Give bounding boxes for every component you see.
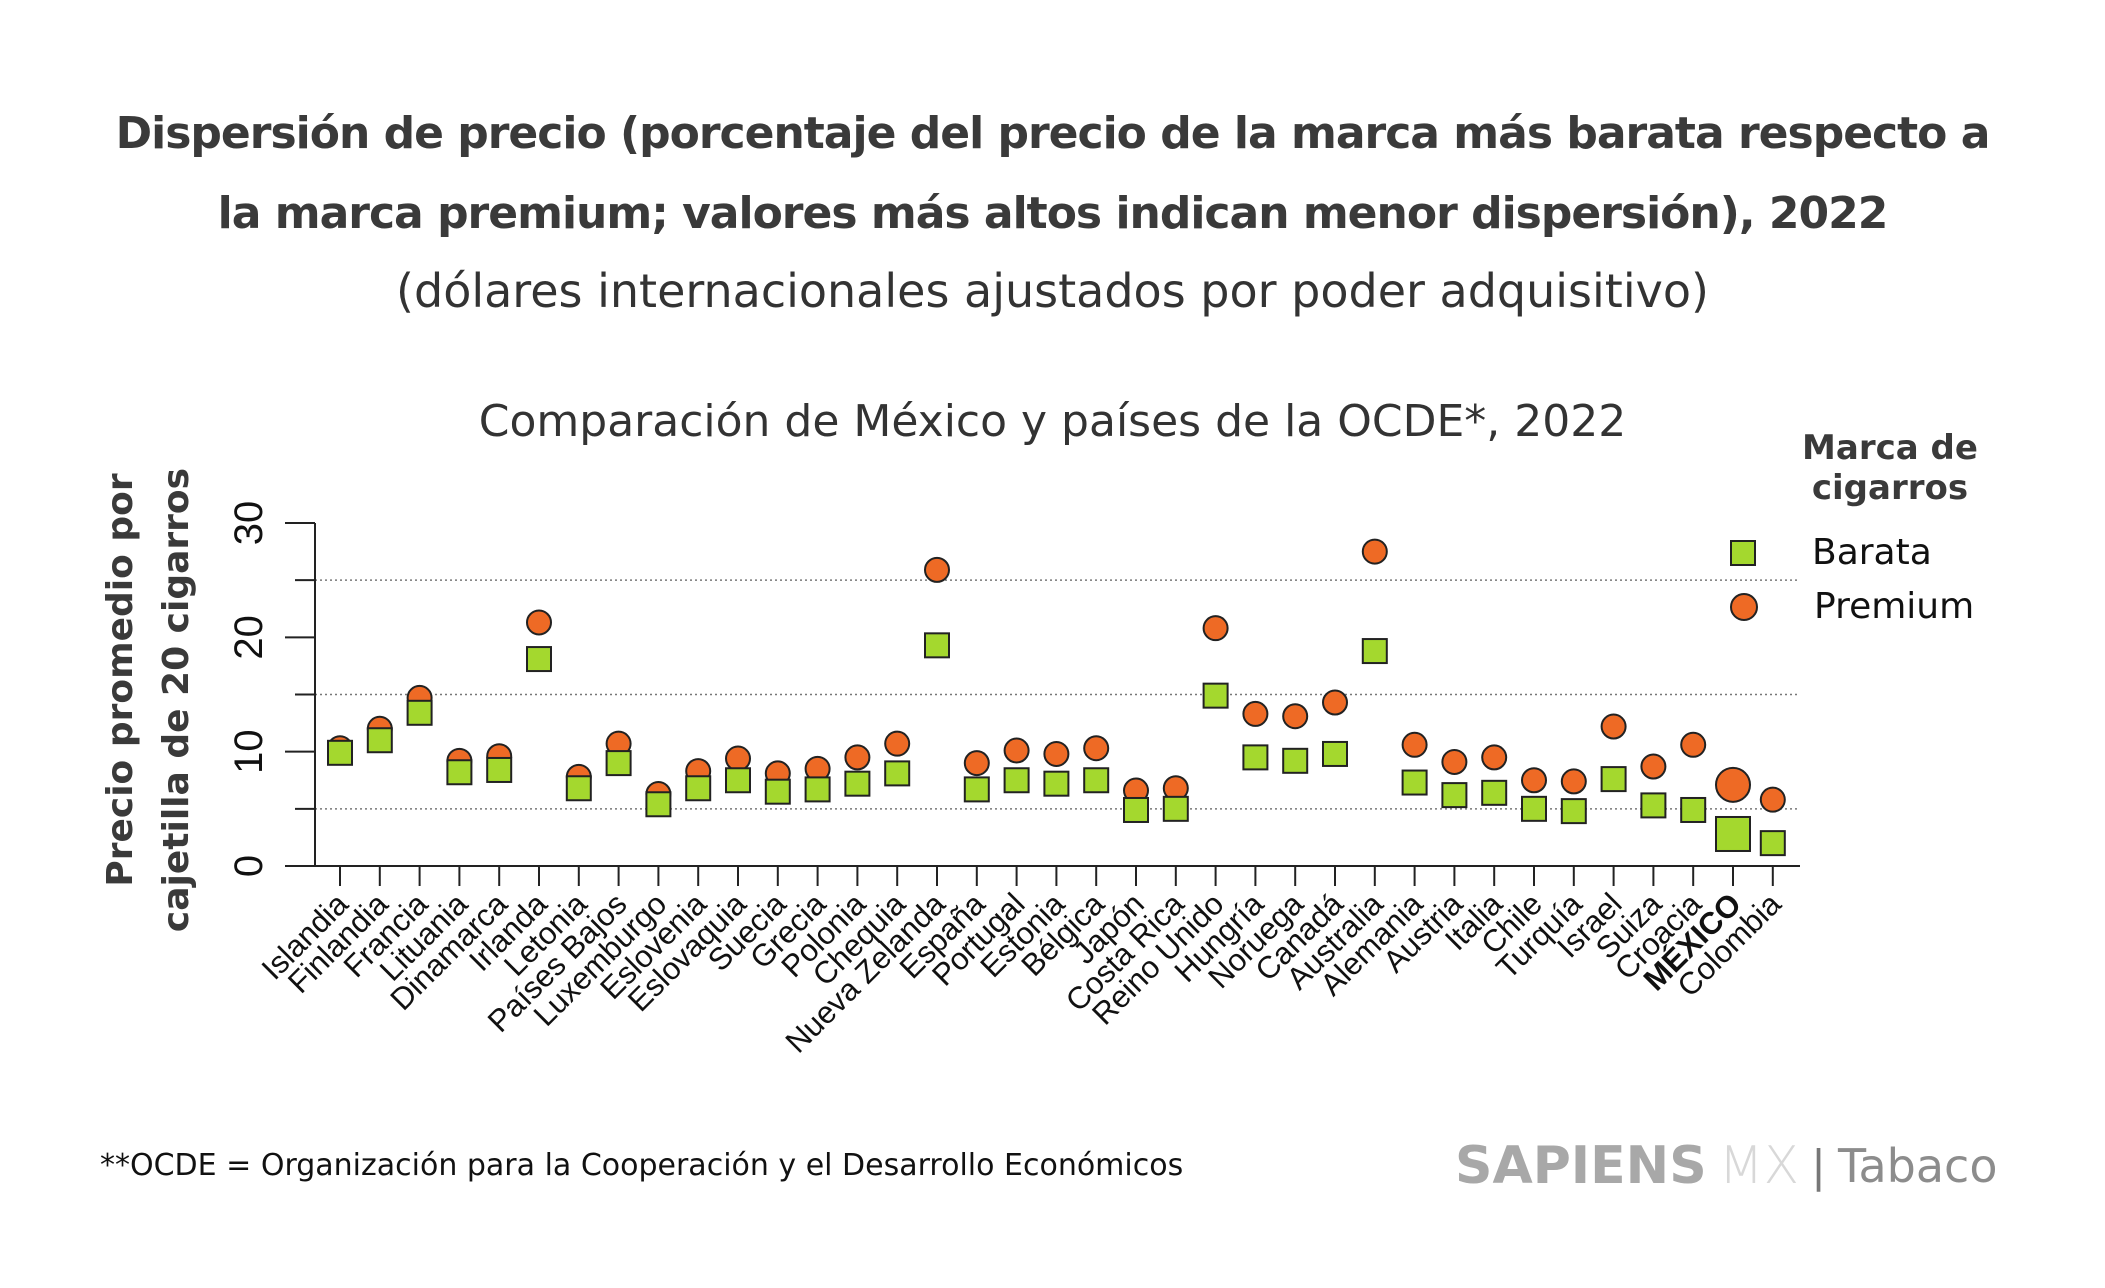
legend-title-line-1: Marca de xyxy=(1802,428,1978,468)
premium-point xyxy=(924,556,950,583)
premium-point xyxy=(1361,538,1388,565)
barata-point xyxy=(1401,769,1428,796)
barata-point xyxy=(1600,766,1627,793)
brand-section: Tabaco xyxy=(1837,1139,1998,1193)
y-tick-label: 20 xyxy=(227,615,271,660)
barata-point xyxy=(1680,796,1707,823)
barata-point xyxy=(406,699,433,726)
premium-point xyxy=(1401,731,1428,758)
barata-point xyxy=(1640,792,1667,819)
premium-point xyxy=(1481,744,1508,771)
barata-point xyxy=(1560,798,1587,825)
legend-label-premium: Premium xyxy=(1814,586,1975,627)
premium-point xyxy=(1759,786,1786,813)
barata-point xyxy=(1715,815,1751,852)
legend-square-marker-icon xyxy=(1730,539,1756,566)
premium-point xyxy=(1083,735,1110,762)
barata-point xyxy=(1361,638,1388,665)
barata-point xyxy=(884,760,911,787)
barata-point xyxy=(605,750,632,777)
y-tick-label: 10 xyxy=(227,729,271,774)
barata-point xyxy=(1123,796,1149,823)
brand-suffix: MX xyxy=(1718,1136,1800,1196)
legend-title-line-2: cigarros xyxy=(1811,468,1969,508)
chart-subtitle: (dólares internacionales ajustados por p… xyxy=(396,264,1709,318)
legend-circle-marker-icon xyxy=(1730,592,1758,621)
barata-point xyxy=(526,646,552,673)
barata-point xyxy=(1043,770,1070,797)
barata-point xyxy=(1481,779,1508,806)
premium-point xyxy=(1242,700,1269,727)
legend-item-barata: Barata xyxy=(1730,532,1932,573)
premium-point xyxy=(526,609,552,636)
premium-point xyxy=(844,744,871,771)
barata-point xyxy=(327,739,353,766)
y-tick-label: 0 xyxy=(227,855,271,877)
barata-point xyxy=(446,759,473,786)
premium-point xyxy=(1560,768,1587,795)
barata-point xyxy=(486,756,513,783)
premium-point xyxy=(1202,615,1229,642)
barata-point xyxy=(804,776,831,803)
legend-title: Marca de cigarros xyxy=(1760,428,2020,508)
brand-name: SAPIENS xyxy=(1455,1136,1707,1196)
premium-point xyxy=(884,730,911,757)
chart-title-line-2: la marca premium; valores más altos indi… xyxy=(217,188,1889,239)
barata-point xyxy=(1521,795,1547,822)
premium-point xyxy=(1322,689,1348,716)
brand-separator: | xyxy=(1811,1140,1826,1192)
premium-point xyxy=(1282,703,1309,730)
barata-point xyxy=(764,778,791,805)
barata-point xyxy=(844,770,871,797)
premium-point xyxy=(1003,737,1030,764)
barata-point xyxy=(725,767,751,794)
premium-point xyxy=(1680,731,1707,758)
legend-item-premium: Premium xyxy=(1730,586,1974,627)
barata-point xyxy=(963,776,990,803)
brand-logo: SAPIENS MX | Tabaco xyxy=(1455,1136,1997,1196)
premium-point xyxy=(1521,767,1547,794)
premium-point xyxy=(1043,740,1070,767)
premium-point xyxy=(1600,713,1627,740)
barata-point xyxy=(1083,767,1110,794)
premium-point xyxy=(1715,766,1751,803)
barata-point xyxy=(924,632,950,659)
barata-point xyxy=(1003,767,1030,794)
barata-point xyxy=(685,775,712,802)
chart-title-line-1: Dispersión de precio (porcentaje del pre… xyxy=(115,108,1991,159)
barata-point xyxy=(366,727,393,754)
barata-point xyxy=(1441,782,1468,809)
barata-point xyxy=(645,791,672,818)
premium-point xyxy=(963,750,990,777)
barata-point xyxy=(1322,740,1348,767)
barata-point xyxy=(1242,744,1269,771)
premium-point xyxy=(1441,748,1468,775)
barata-point xyxy=(1162,795,1189,822)
premium-point xyxy=(725,745,751,772)
legend-label-barata: Barata xyxy=(1812,532,1932,573)
barata-point xyxy=(1759,830,1786,857)
y-tick-label: 30 xyxy=(227,501,271,546)
barata-point xyxy=(565,775,592,802)
footnote: **OCDE = Organización para la Cooperació… xyxy=(100,1148,1184,1183)
plot-title: Comparación de México y países de la OCD… xyxy=(478,396,1627,447)
barata-point xyxy=(1282,747,1309,774)
premium-point xyxy=(1640,753,1667,780)
barata-point xyxy=(1202,682,1229,709)
